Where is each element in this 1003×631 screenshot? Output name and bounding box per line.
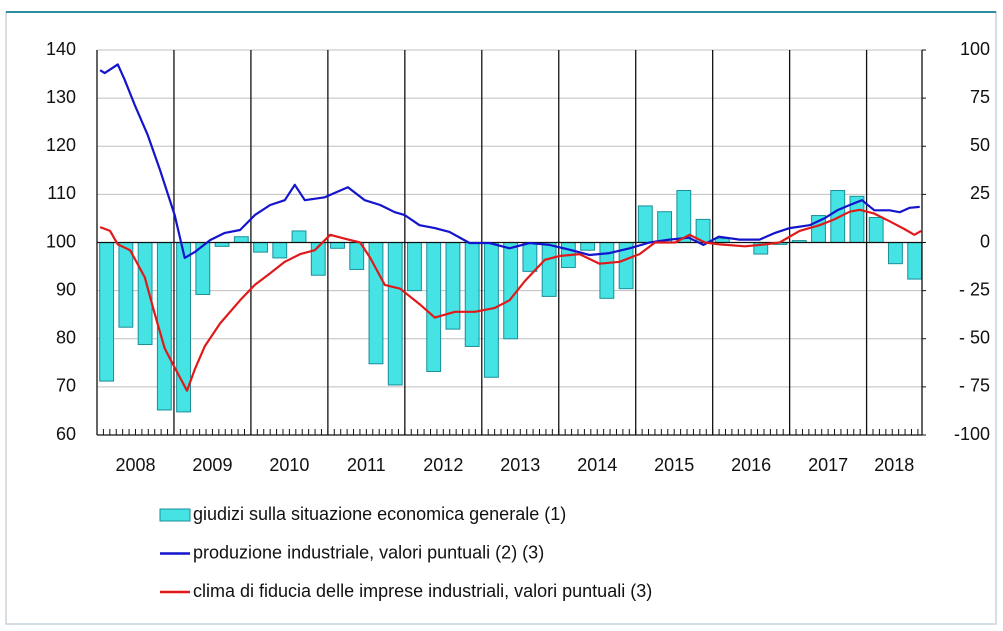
bar: [445, 242, 461, 330]
y-tick-label: 90: [56, 279, 76, 299]
y-tick-label: 130: [46, 87, 76, 107]
bar: [272, 242, 288, 259]
y-tick-label: 80: [56, 328, 76, 348]
bar: [253, 242, 268, 253]
frame: [5, 11, 997, 625]
bar: [464, 242, 480, 347]
y2-tick-label: 25: [970, 183, 990, 203]
bar: [580, 242, 596, 251]
y-tick-label: 140: [46, 39, 76, 59]
y-tick-label: 120: [46, 135, 76, 155]
y-tick-label: 70: [56, 376, 76, 396]
y-tick-label: 110: [47, 183, 76, 203]
bar: [118, 242, 134, 328]
x-tick-label: 2015: [654, 455, 694, 475]
bar: [657, 211, 672, 243]
bar: [522, 242, 538, 272]
legend-label: clima di fiducia delle imprese industria…: [193, 581, 652, 601]
x-tick-label: 2013: [500, 455, 540, 475]
y2-tick-label: - 50: [959, 328, 990, 348]
bar: [387, 242, 403, 386]
y2-tick-label: - 25: [959, 279, 990, 299]
bar: [868, 216, 884, 244]
y2-tick-label: -100: [954, 424, 990, 444]
x-tick-label: 2017: [808, 455, 848, 475]
legend-swatch: [159, 508, 191, 522]
line: [99, 63, 920, 259]
y2-tick-label: 100: [960, 39, 990, 59]
y2-tick-label: 75: [970, 87, 990, 107]
bar: [233, 236, 249, 244]
legend-label: giudizi sulla situazione economica gener…: [193, 504, 566, 524]
legend-label: produzione industriale, valori puntuali …: [193, 542, 544, 562]
bar: [907, 242, 923, 280]
x-tick-label: 2009: [192, 455, 232, 475]
y-tick-label: 60: [56, 424, 76, 444]
x-tick-label: 2018: [874, 455, 914, 475]
bar: [888, 242, 903, 265]
bar: [541, 242, 557, 297]
y2-tick-label: - 75: [959, 376, 990, 396]
x-tick-label: 2010: [269, 455, 309, 475]
x-tick-label: 2016: [731, 455, 771, 475]
x-tick-label: 2014: [577, 455, 617, 475]
x-tick-label: 2011: [347, 455, 386, 475]
y-tick-label: 100: [46, 231, 76, 251]
bar: [291, 230, 307, 243]
bar: [599, 242, 615, 299]
bar: [330, 242, 345, 249]
bar: [156, 242, 172, 411]
line: [99, 208, 922, 392]
bar: [426, 242, 442, 372]
y2-tick-label: 0: [980, 231, 990, 251]
x-tick-label: 2008: [115, 455, 155, 475]
bar: [637, 205, 653, 244]
bar: [407, 242, 422, 292]
bar: [99, 242, 115, 382]
bar: [503, 242, 519, 340]
y2-tick-label: 50: [970, 135, 990, 155]
x-tick-label: 2012: [423, 455, 463, 475]
